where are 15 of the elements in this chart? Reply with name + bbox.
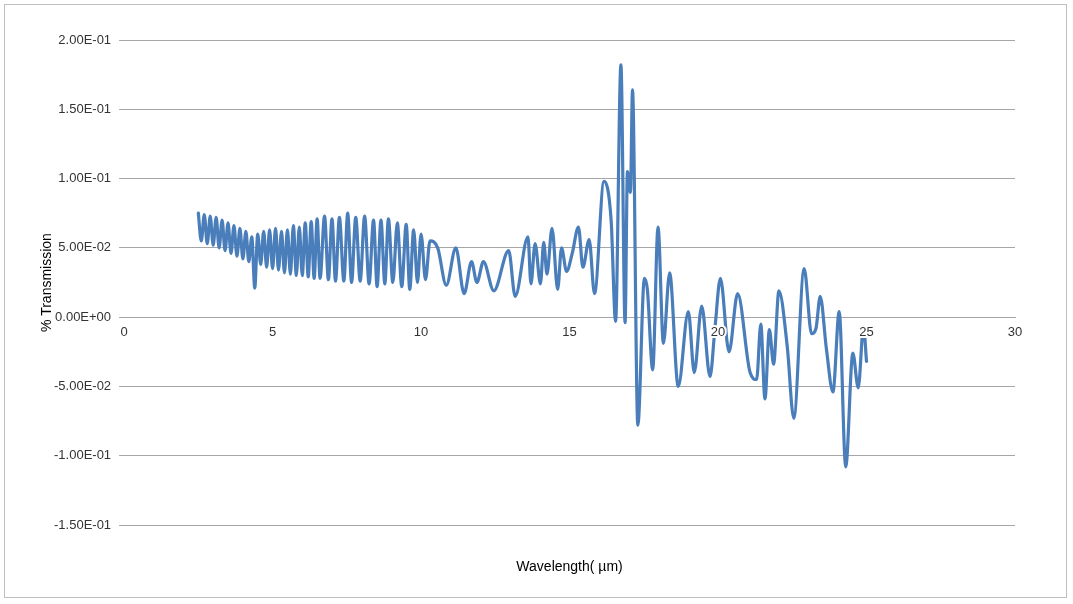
y-tick-label: 5.00E-02 — [58, 239, 112, 255]
y-tick-label: -1.00E-01 — [54, 447, 112, 463]
x-tick-label: 15 — [562, 324, 577, 340]
y-tick-label: 1.50E-01 — [58, 100, 112, 116]
y-tick-label: -5.00E-02 — [54, 378, 112, 394]
x-tick-label: 10 — [413, 324, 429, 340]
x-tick-label: 30 — [1007, 324, 1023, 340]
y-tick-label: 1.00E-01 — [58, 170, 112, 186]
y-tick-label: 0.00E+00 — [55, 308, 112, 324]
y-tick-label: 2.00E-01 — [58, 31, 112, 47]
x-tick-label: 0 — [120, 324, 128, 340]
x-tick-label: 5 — [268, 324, 277, 340]
x-axis-title: Wavelength( µm) — [516, 557, 623, 574]
y-tick-label: -1.50E-01 — [54, 516, 112, 532]
y-axis-title: % Transmission — [37, 233, 54, 332]
